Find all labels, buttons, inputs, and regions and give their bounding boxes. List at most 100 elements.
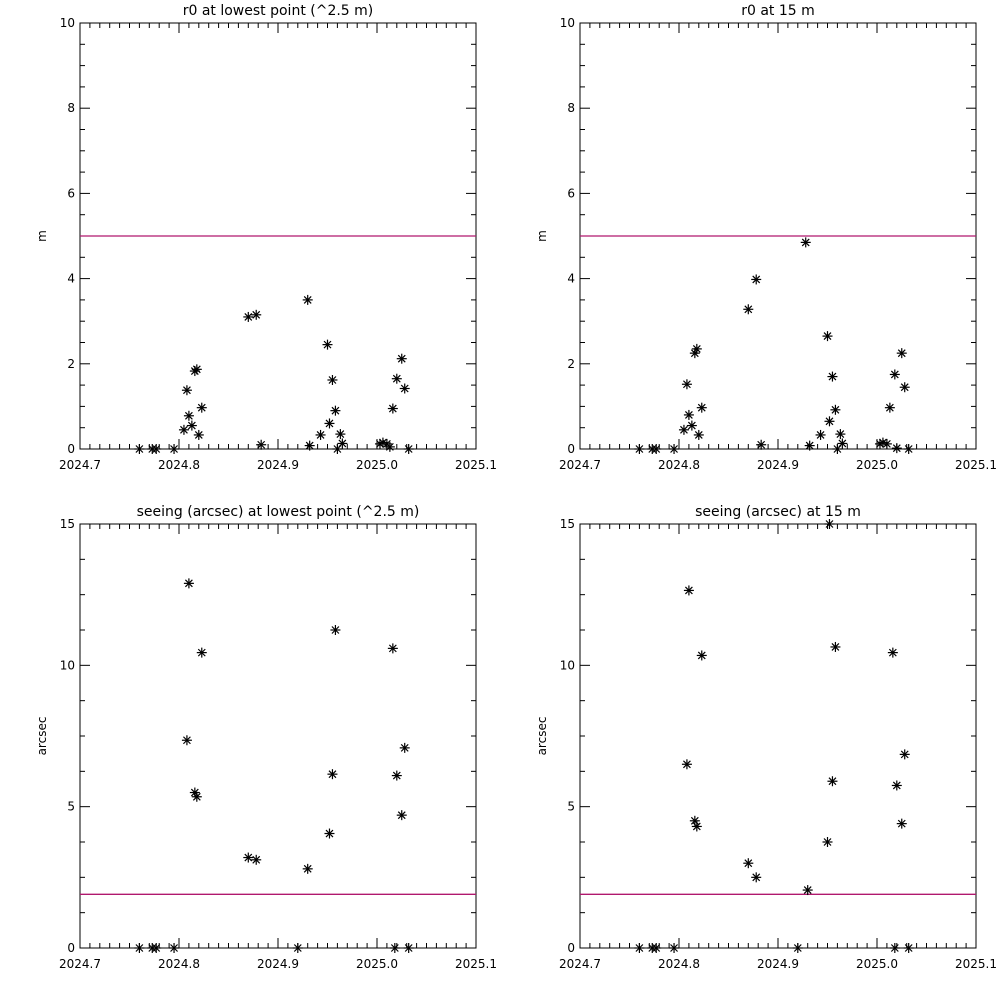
data-point [151,444,162,454]
data-point-stroke [192,792,201,801]
data-point-stroke [190,788,199,797]
data-point [903,943,914,953]
data-point [896,348,907,359]
y-axis-label: arcsec [35,717,49,756]
data-point-stroke [652,944,661,952]
data-point [678,424,689,435]
data-point [196,647,207,658]
data-point-stroke [379,438,387,447]
data-point [134,943,145,953]
data-point [191,364,202,375]
data-point-stroke [823,838,832,846]
chart-panel-4: seeing (arcsec) at 15 m arcsec 2024.7 2024.… [535,504,997,971]
data-point [391,770,402,781]
x-tick-label: 2024.9 [757,957,799,971]
data-point [315,429,326,440]
data-point-stroke [316,431,325,439]
data-point [178,424,189,435]
data-point [403,444,414,454]
data-point-stroke [257,440,266,449]
data-point [183,410,194,421]
data-point [824,519,835,529]
data-point-stroke [694,431,703,439]
y-tick-label: 6 [567,186,575,200]
data-point [251,309,262,320]
data-point [824,416,835,427]
data-point [304,440,315,451]
data-point [802,885,813,896]
y-tick-label: 0 [567,941,575,955]
data-point-stroke [388,644,397,653]
data-point [881,438,892,449]
y-tick-label: 4 [567,272,575,286]
data-point-stroke [752,873,761,882]
data-point [403,943,414,953]
data-point [399,383,410,394]
data-point [693,429,704,440]
chart-title: seeing (arcsec) at 15 m [695,504,861,520]
x-tick-label: 2024.9 [257,957,299,971]
data-point-stroke [801,238,810,247]
y-tick-label: 2 [67,357,75,371]
data-point-stroke [152,445,161,453]
data-point-stroke [652,445,661,453]
data-point-stroke [331,626,340,634]
data-point [634,943,645,953]
data-point-stroke [192,365,201,374]
x-tick-label: 2024.8 [658,957,700,971]
data-point [884,402,895,413]
data-point [389,943,400,953]
data-point-stroke [805,441,814,450]
data-point-stroke [692,344,701,353]
data-point [324,418,335,429]
data-point-stroke [325,419,334,428]
data-point [181,385,192,396]
chart-panel-2: r0 at 15 m m 2024.7 2024.8 2024.9 2025.0 2025.… [535,3,997,472]
data-point-stroke [244,313,253,321]
data-point [686,420,697,431]
data-point [191,791,202,802]
data-point [792,943,803,953]
data-point-stroke [682,760,691,769]
data-point [899,382,910,393]
x-tick-label: 2024.7 [59,458,101,472]
y-tick-label: 5 [67,800,75,814]
data-point [681,759,692,770]
data-point-stroke [184,579,193,588]
data-point [827,776,838,787]
data-point [743,304,754,315]
data-point-stroke [328,770,337,779]
data-point [396,810,407,821]
x-tick-label: 2024.9 [257,458,299,472]
data-point [877,437,888,448]
plot-frame [579,523,977,949]
x-tick-label: 2025.0 [856,458,898,472]
data-point [196,402,207,413]
y-tick-label: 8 [567,101,575,115]
data-point [330,625,341,635]
data-point-stroke [252,310,261,319]
data-point [815,429,826,440]
data-point-stroke [892,781,901,790]
data-point [903,444,914,454]
data-point [396,353,407,364]
x-tick-label: 2024.7 [559,957,601,971]
data-point-stroke [904,944,913,952]
data-point [696,650,707,661]
data-point-stroke [900,383,909,392]
x-tick-label: 2025.0 [356,957,398,971]
data-point [691,821,702,832]
data-point-stroke [305,441,314,450]
data-point [183,578,194,589]
data-point [691,343,702,354]
data-point-stroke [816,431,825,439]
plot-frame [79,523,477,949]
x-tick-label: 2025.1 [455,957,497,971]
y-tick-label: 10 [60,16,75,30]
y-tick-label: 0 [567,442,575,456]
data-point [387,403,398,414]
data-point [169,444,180,454]
x-tick-label: 2025.0 [356,458,398,472]
data-point-stroke [690,816,699,825]
